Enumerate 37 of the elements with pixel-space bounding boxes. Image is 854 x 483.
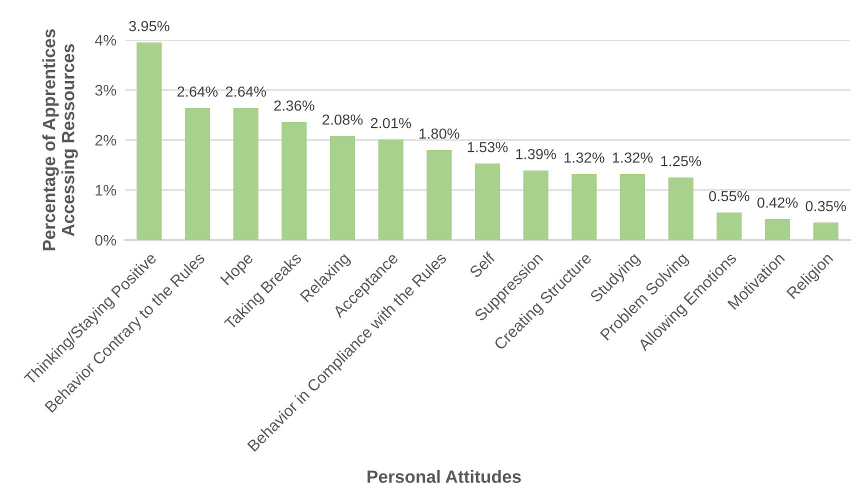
y-tick-label: 0%	[95, 234, 116, 246]
bar	[426, 150, 452, 240]
y-tick-label: 3%	[95, 84, 116, 96]
bar	[716, 212, 742, 240]
data-label: 0.55%	[709, 190, 750, 202]
data-label: 1.39%	[516, 148, 556, 160]
data-label: 0.42%	[757, 197, 798, 208]
data-label: 1.53%	[468, 142, 508, 152]
bar	[572, 174, 597, 240]
data-label: 2.08%	[322, 114, 363, 125]
y-axis-title: Percentage of Apprentices Accessing Ressources	[42, 29, 78, 250]
bar	[764, 219, 790, 240]
bar	[620, 174, 646, 240]
bar	[668, 178, 694, 240]
bar	[813, 222, 838, 240]
data-label: 2.64%	[226, 86, 266, 97]
bar	[282, 122, 307, 240]
bar	[378, 140, 404, 240]
data-label: 2.64%	[178, 86, 218, 97]
bar	[474, 164, 500, 240]
data-label: 3.95%	[129, 20, 170, 32]
data-label: 1.80%	[420, 128, 460, 139]
data-label: 1.25%	[661, 156, 701, 166]
y-tick-label: 1%	[96, 184, 116, 196]
bar	[184, 108, 210, 240]
data-label: 1.32%	[612, 152, 653, 163]
bar	[330, 136, 356, 240]
x-axis-title: Personal Attitudes	[368, 470, 521, 483]
data-label: 1.32%	[564, 152, 604, 163]
data-label: 2.36%	[274, 100, 314, 111]
bar	[523, 170, 548, 240]
y-tick-label: 2%	[95, 134, 116, 146]
bar	[233, 108, 258, 240]
data-label: 0.35%	[806, 200, 846, 212]
y-tick-label: 4%	[94, 34, 116, 46]
data-label: 2.01%	[370, 118, 411, 128]
bar	[136, 42, 162, 240]
